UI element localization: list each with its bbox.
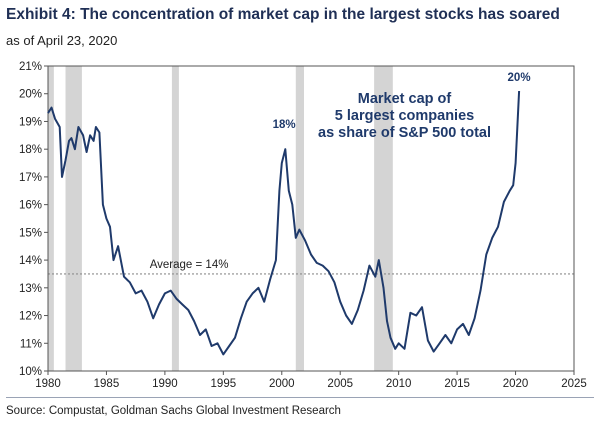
y-axis: 10% 11% 12% 13% 14% 15% 16% 17% 18% 19% 20% 21% [19, 61, 48, 378]
x-tick-label: 2000 [269, 378, 295, 390]
recession-band-2 [171, 66, 179, 371]
y-tick-label: 14% [19, 255, 42, 267]
footer-divider [6, 397, 594, 398]
x-tick-label: 1980 [35, 378, 61, 390]
x-tick-label: 1985 [94, 378, 120, 390]
source-note: Source: Compustat, Goldman Sachs Global … [6, 405, 341, 417]
x-tick-label: 2015 [444, 378, 470, 390]
x-axis: 1980 1985 1990 1995 2000 2005 2010 2015 2020 2025 [35, 371, 587, 390]
recession-band-3 [295, 66, 304, 371]
x-tick-label: 2025 [561, 378, 587, 390]
plot-frame [47, 65, 575, 372]
y-tick-label: 15% [19, 227, 42, 239]
x-tick-label: 2020 [503, 378, 529, 390]
y-tick-label: 12% [19, 311, 42, 323]
x-tick-label: 2005 [327, 378, 353, 390]
y-tick-label: 19% [19, 116, 42, 128]
y-tick-label: 18% [19, 144, 42, 156]
y-tick-label: 16% [19, 200, 42, 212]
series-line-market-cap-share [47, 90, 521, 356]
chart-title: Exhibit 4: The concentration of market c… [6, 6, 560, 23]
y-tick-label: 20% [19, 89, 42, 101]
y-tick-label: 21% [19, 61, 42, 73]
x-tick-label: 2010 [386, 378, 412, 390]
average-label: Average = 14% [150, 259, 229, 271]
y-tick-label: 13% [19, 283, 42, 295]
peak-label-0: 18% [273, 119, 296, 131]
chart-subtitle: as of April 23, 2020 [6, 33, 118, 48]
series-label-line: as share of S&P 500 total [318, 125, 491, 141]
peak-label-1: 20% [508, 72, 531, 84]
y-tick-label: 10% [19, 366, 42, 378]
series-label-line: Market cap of [358, 91, 452, 107]
line-chart: Average = 14% 1980 1985 1990 1995 2000 2005 20… [19, 61, 587, 390]
x-tick-label: 1995 [211, 378, 237, 390]
y-tick-label: 17% [19, 172, 42, 184]
recession-band-4 [374, 66, 393, 371]
x-tick-label: 1990 [152, 378, 178, 390]
recession-band-0 [48, 66, 54, 371]
recession-band-1 [65, 66, 82, 371]
y-tick-label: 11% [20, 338, 42, 350]
series-label-line: 5 largest companies [335, 108, 474, 124]
peak-annotations: 18% 20% [273, 72, 531, 131]
